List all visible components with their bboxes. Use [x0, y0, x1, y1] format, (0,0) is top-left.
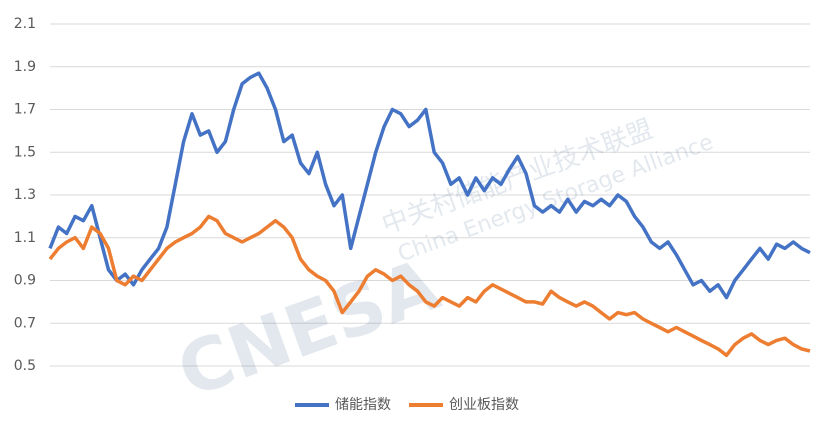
y-tick-label: 1.9 [14, 59, 36, 75]
y-tick-label: 1.1 [14, 230, 36, 246]
series-line [48, 214, 811, 358]
y-tick-label: 1.5 [14, 144, 36, 160]
legend-label: 创业板指数 [449, 397, 519, 413]
legend-label: 储能指数 [335, 397, 391, 413]
y-tick-label: 2.1 [14, 16, 36, 32]
y-tick-label: 0.5 [14, 358, 36, 374]
y-tick-label: 1.7 [14, 102, 36, 118]
y-tick-label: 0.7 [14, 315, 36, 331]
y-tick-label: 0.9 [14, 273, 36, 289]
series-line [48, 71, 811, 300]
y-tick-label: 1.3 [14, 187, 36, 203]
